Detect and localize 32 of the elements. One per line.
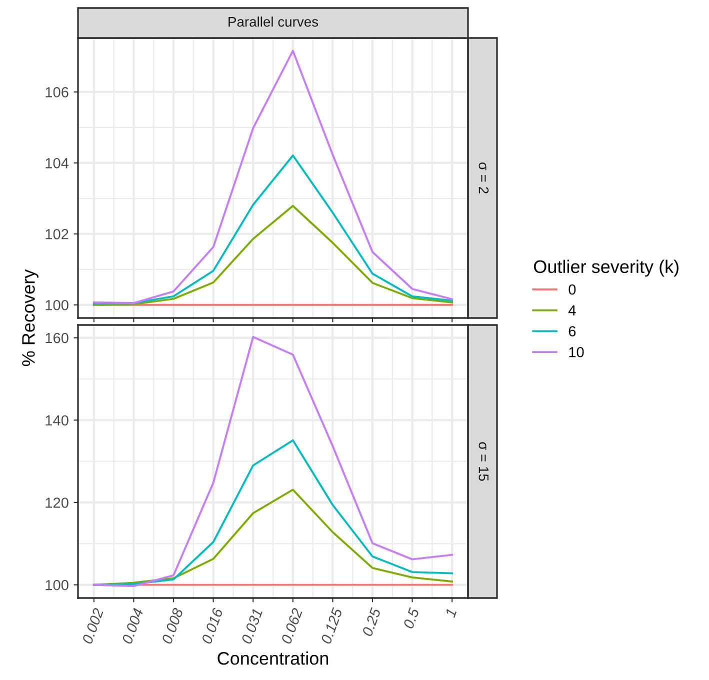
y-tick-label: 140 xyxy=(46,415,68,426)
x-tick-label: 0.004 xyxy=(122,608,144,644)
x-axis-title: Concentration xyxy=(218,652,328,665)
x-tick-label: 0.016 xyxy=(201,607,224,644)
y-axis-title: % Recovery xyxy=(22,269,38,366)
x-tick-label: 0.125 xyxy=(320,607,343,644)
y-tick-label: 100 xyxy=(46,580,68,590)
line-series xyxy=(92,50,454,304)
legend-label: 6 xyxy=(568,326,576,336)
y-tick-label: 120 xyxy=(46,498,68,508)
x-tick-label: 0.031 xyxy=(241,608,263,644)
legend-label: 10 xyxy=(569,346,584,358)
line-series xyxy=(92,204,454,306)
legend-label: 4 xyxy=(568,305,576,316)
x-tick-label: 0.008 xyxy=(161,607,184,644)
y-tick-label: 104 xyxy=(46,158,69,168)
y2-axis-title: σ = 2 xyxy=(478,162,489,194)
y-tick-label: 106 xyxy=(46,87,68,98)
x-tick-label: 1 xyxy=(444,608,457,618)
y-tick-label: 100 xyxy=(46,300,68,310)
legend-label: 0 xyxy=(568,284,576,295)
x-tick-label: 0.5 xyxy=(403,607,420,630)
y-tick-label: 160 xyxy=(46,332,68,344)
chart-title: Parallel curves xyxy=(228,16,318,27)
line-series xyxy=(92,154,454,304)
x-tick-label: 0.062 xyxy=(280,607,303,644)
y-tick-label: 102 xyxy=(46,228,68,240)
x-tick-label: 0.002 xyxy=(82,607,104,644)
legend-title: Outlier severity (k) xyxy=(534,260,678,277)
x-tick-label: 0.25 xyxy=(362,607,382,637)
line-series xyxy=(92,336,454,588)
y2-axis-title: σ = 15 xyxy=(478,442,488,481)
